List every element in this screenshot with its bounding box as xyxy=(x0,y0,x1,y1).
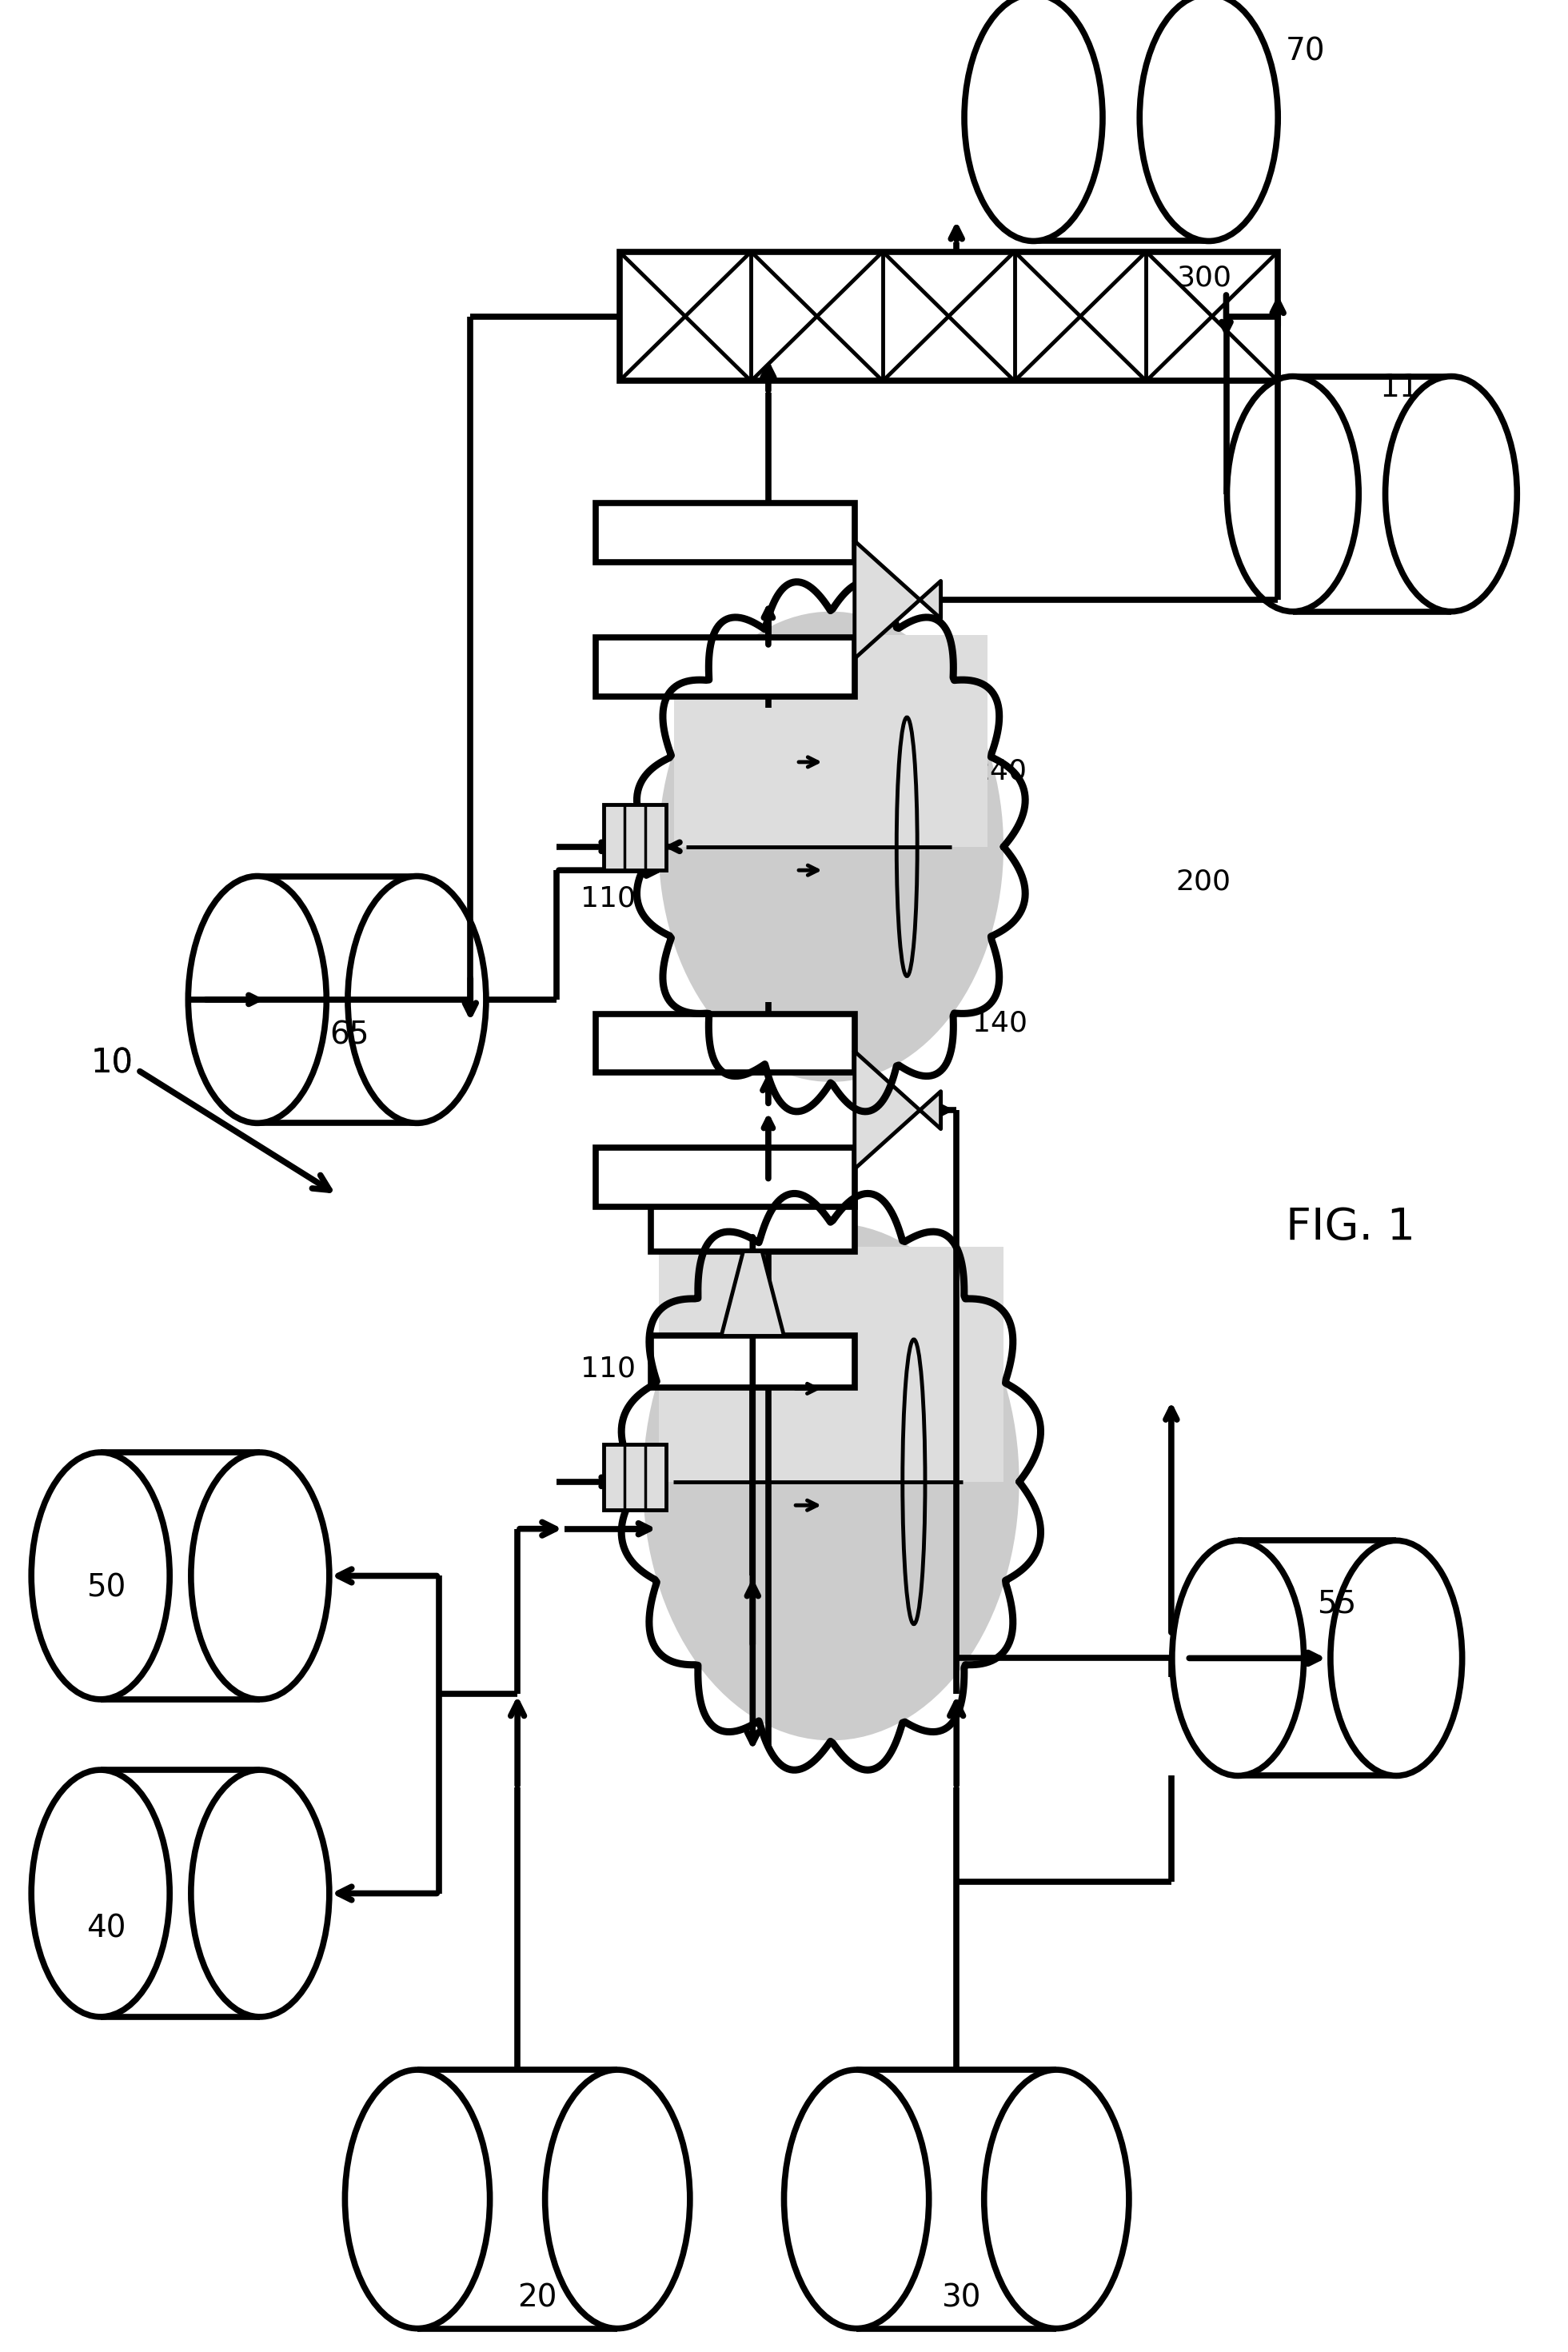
Ellipse shape xyxy=(191,1451,329,1698)
Bar xyxy=(1033,0,1209,242)
Text: 240: 240 xyxy=(972,757,1027,786)
Text: 10: 10 xyxy=(91,1047,133,1080)
Bar xyxy=(604,804,666,870)
Ellipse shape xyxy=(1226,376,1359,612)
Polygon shape xyxy=(855,541,941,659)
Ellipse shape xyxy=(964,0,1102,242)
Polygon shape xyxy=(721,1251,784,1336)
Text: FIG. 1: FIG. 1 xyxy=(1286,1207,1416,1249)
Ellipse shape xyxy=(345,2070,489,2328)
Text: 40: 40 xyxy=(86,1915,125,1943)
Ellipse shape xyxy=(188,877,326,1124)
Text: 140: 140 xyxy=(972,1009,1027,1037)
Text: 20: 20 xyxy=(517,2284,557,2312)
Ellipse shape xyxy=(1330,1541,1461,1776)
Ellipse shape xyxy=(1140,0,1278,242)
Bar xyxy=(100,1769,260,2016)
Text: 70: 70 xyxy=(1286,38,1325,66)
Ellipse shape xyxy=(985,2070,1129,2328)
Ellipse shape xyxy=(31,1769,169,2018)
Bar xyxy=(596,503,855,562)
Bar xyxy=(856,2070,1057,2328)
Text: 300: 300 xyxy=(1176,263,1231,292)
Bar xyxy=(604,1444,666,1510)
Bar xyxy=(596,1014,855,1073)
Ellipse shape xyxy=(1386,376,1518,612)
Bar xyxy=(651,1200,855,1251)
Bar xyxy=(257,875,417,1124)
Ellipse shape xyxy=(643,1223,1019,1740)
Bar xyxy=(651,1336,855,1388)
Ellipse shape xyxy=(1171,1541,1305,1776)
Bar xyxy=(1237,1541,1396,1776)
Text: 110: 110 xyxy=(580,1355,635,1383)
Ellipse shape xyxy=(546,2070,690,2328)
Text: 11: 11 xyxy=(1380,374,1419,402)
Bar xyxy=(100,1454,260,1698)
Bar xyxy=(596,1148,855,1207)
Text: 30: 30 xyxy=(941,2284,980,2312)
Ellipse shape xyxy=(784,2070,928,2328)
Bar xyxy=(596,637,855,696)
Bar xyxy=(674,635,988,847)
Text: 10: 10 xyxy=(91,1047,133,1080)
Ellipse shape xyxy=(191,1769,329,2018)
Ellipse shape xyxy=(659,612,1004,1082)
Text: 65: 65 xyxy=(329,1021,368,1049)
Text: 110: 110 xyxy=(580,884,635,913)
Bar xyxy=(619,252,1278,381)
Bar xyxy=(1292,376,1452,612)
Text: 200: 200 xyxy=(1176,868,1231,896)
Text: 50: 50 xyxy=(86,1573,125,1602)
Polygon shape xyxy=(855,1051,941,1169)
Ellipse shape xyxy=(348,877,486,1124)
Text: 55: 55 xyxy=(1317,1590,1356,1618)
Bar xyxy=(659,1247,1004,1482)
Ellipse shape xyxy=(31,1451,169,1698)
Text: 100: 100 xyxy=(855,1331,909,1359)
Bar xyxy=(417,2070,618,2328)
